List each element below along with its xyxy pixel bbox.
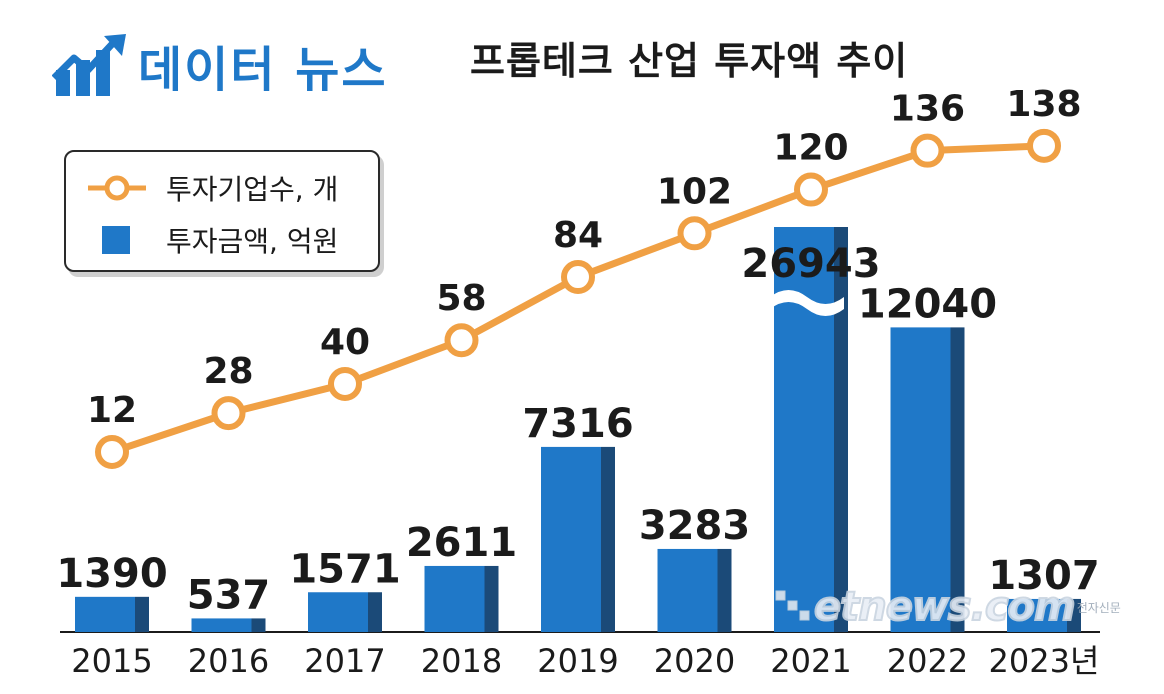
line-point [444, 323, 479, 358]
bar-2018 [424, 565, 485, 632]
legend: 투자기업수, 개 투자금액, 억원 [64, 150, 380, 272]
x-tick-label: 2019 [537, 642, 618, 680]
bar-break-mark [770, 290, 844, 316]
watermark: etnews.com 전자신문 [774, 583, 1121, 631]
line-marker-icon [88, 175, 146, 201]
line-value-label: 40 [320, 322, 370, 363]
line-point [95, 435, 129, 469]
bar-value-label: 7316 [522, 401, 633, 447]
legend-item-line: 투자기업수, 개 [86, 168, 338, 208]
bar-shade-2022 [950, 327, 965, 632]
x-tick-label: 2020 [654, 642, 735, 680]
x-tick-label: 2017 [304, 642, 385, 680]
chart-trend-icon [52, 34, 126, 96]
bar-2015 [75, 596, 135, 632]
bar-2019 [541, 446, 601, 632]
line-point [910, 133, 945, 168]
bar-value-label: 2611 [406, 520, 517, 566]
bar-shade-2019 [601, 446, 615, 632]
bar-2017 [308, 592, 368, 632]
bar-2021 [774, 227, 834, 632]
bar-2020 [657, 548, 718, 632]
watermark-small: 전자신문 [1076, 600, 1121, 615]
bar-2023년 [1007, 598, 1067, 632]
bar-shade-2023년 [1067, 598, 1081, 632]
line-value-label: 28 [203, 351, 253, 392]
bar-2016 [191, 618, 252, 632]
bar-value-label: 3283 [639, 503, 750, 549]
x-tick-label: 2023년 [989, 642, 1100, 680]
x-tick-label: 2022 [887, 642, 968, 680]
x-tick-label: 2015 [71, 642, 152, 680]
line-point [677, 216, 712, 251]
bar-2022 [890, 327, 951, 632]
bar-value-label: 1571 [289, 546, 400, 592]
line-point [328, 366, 362, 401]
bar-shade-2016 [251, 618, 266, 632]
bar-value-label: 1390 [56, 551, 167, 597]
bar-shade-2020 [717, 548, 732, 632]
watermark-text: etnews.com [813, 583, 1077, 631]
line-value-label: 12 [87, 390, 137, 431]
legend-label-line: 투자기업수, 개 [166, 173, 339, 206]
line-value-label: 138 [1006, 84, 1081, 125]
bar-swatch-icon [102, 226, 130, 254]
x-tick-label: 2016 [188, 642, 269, 680]
line-value-label: 102 [657, 171, 732, 212]
legend-item-bar: 투자금액, 억원 [86, 220, 338, 260]
line-value-label: 58 [436, 278, 486, 319]
bar-value-label: 537 [187, 572, 271, 618]
bar-value-label: 1307 [988, 553, 1099, 599]
line-point [561, 260, 595, 295]
bar-value-label: 12040 [858, 281, 997, 327]
line-point [1027, 128, 1061, 163]
line-value-label: 120 [773, 128, 848, 169]
brand-name: 데이터 뉴스 [138, 42, 388, 98]
bar-shade-2021 [834, 227, 848, 632]
line-value-label: 136 [890, 89, 965, 130]
x-tick-label: 2018 [421, 642, 502, 680]
watermark-dots-icon [775, 590, 810, 621]
bar-shade-2015 [135, 596, 149, 632]
line-point [211, 396, 246, 431]
x-tick-label: 2021 [770, 642, 851, 680]
legend-label-bar: 투자금액, 억원 [166, 225, 339, 258]
bar-shade-2018 [484, 565, 499, 632]
line-value-label: 84 [553, 215, 603, 256]
bar-value-label: 26943 [741, 241, 880, 287]
chart-title: 프롭테크 산업 투자액 추이 [470, 39, 909, 83]
line-point [794, 172, 828, 207]
bar-shade-2017 [368, 592, 382, 632]
logo: 데이터 뉴스 [52, 30, 388, 100]
